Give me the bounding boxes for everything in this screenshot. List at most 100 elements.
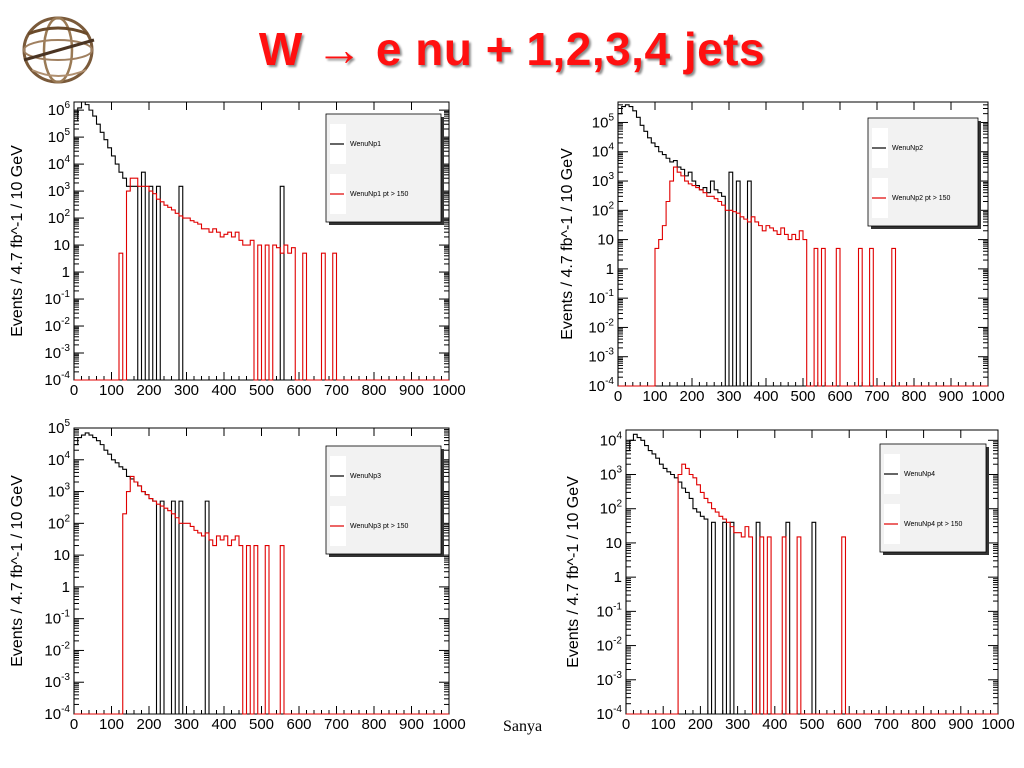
- legend: WenuNp4 WenuNp4 pt > 150: [879, 443, 989, 555]
- x-tick-label: 100: [651, 716, 676, 733]
- page-title: W → e nu + 1,2,3,4 jets: [258, 23, 766, 75]
- histogram-line: [74, 177, 449, 381]
- x-tick-label: 0: [70, 382, 78, 399]
- x-tick-label: 600: [837, 716, 862, 733]
- x-tick-label: 0: [622, 716, 630, 733]
- y-axis-label: Events / 4.7 fb^-1 / 10 GeV: [565, 476, 582, 668]
- histogram-line: [73, 101, 449, 381]
- x-tick-label: 500: [790, 388, 815, 405]
- y-tick-label: 103: [48, 482, 71, 501]
- y-tick-label: 10: [605, 535, 622, 552]
- x-tick-label: 800: [361, 382, 386, 399]
- x-tick-label: 1000: [432, 382, 465, 399]
- x-tick-label: 700: [864, 388, 889, 405]
- y-tick-label: 10-4: [596, 704, 622, 723]
- x-tick-label: 700: [324, 382, 349, 399]
- x-tick-label: 900: [399, 716, 424, 733]
- y-tick-label: 1: [606, 261, 614, 278]
- x-tick-label: 200: [679, 388, 704, 405]
- y-tick-label: 104: [592, 142, 615, 161]
- y-tick-label: 10-3: [44, 672, 70, 691]
- legend-entry: WenuNp1: [350, 141, 381, 148]
- y-tick-label: 104: [48, 450, 71, 469]
- histogram-plot-np4: 0 100 200 300 400 500 600 700 800 900 1000 10-4 10-3…: [565, 429, 1015, 733]
- histogram-panel-np1: 0 100 200 300 400 500 600 700 800 900 1000 10-4 10-3…: [4, 94, 474, 414]
- x-tick-label: 100: [642, 388, 667, 405]
- y-tick-label: 10-4: [44, 704, 70, 723]
- histogram-panel-np3: 0 100 200 300 400 500 600 700 800 900 1000 10-4 10-3…: [4, 418, 474, 740]
- x-tick-label: 300: [716, 388, 741, 405]
- y-axis-label: Events / 4.7 fb^-1 / 10 GeV: [9, 475, 26, 667]
- x-tick-label: 600: [286, 382, 311, 399]
- y-tick-label: 105: [592, 112, 615, 131]
- y-tick-label: 10-3: [588, 347, 614, 366]
- y-tick-label: 1: [614, 569, 622, 586]
- y-axis-label: Events / 4.7 fb^-1 / 10 GeV: [9, 145, 26, 337]
- x-tick-label: 500: [249, 382, 274, 399]
- legend-entry: WenuNp1 pt > 150: [350, 191, 409, 198]
- y-tick-label: 1: [62, 264, 70, 281]
- y-tick-label: 10-4: [588, 376, 614, 395]
- y-tick-label: 10: [597, 232, 614, 249]
- y-tick-label: 102: [600, 499, 623, 518]
- histogram-plot-np3: 0 100 200 300 400 500 600 700 800 900 1000 10-4 10-3…: [9, 418, 466, 733]
- x-tick-label: 600: [827, 388, 852, 405]
- legend-entry: WenuNp3 pt > 150: [350, 523, 409, 530]
- y-tick-label: 10: [53, 547, 70, 564]
- x-tick-label: 400: [211, 382, 236, 399]
- y-tick-label: 103: [600, 465, 623, 484]
- x-tick-label: 400: [762, 716, 787, 733]
- y-tick-label: 10-1: [44, 609, 70, 628]
- legend-entry: WenuNp4 pt > 150: [904, 521, 963, 528]
- histogram-panel-np2: 0 100 200 300 400 500 600 700 800 900 1000 10-4 10-3…: [556, 94, 1016, 412]
- y-tick-label: 10-2: [596, 636, 622, 655]
- footer-text: Sanya: [503, 718, 543, 735]
- x-tick-label: 0: [614, 388, 622, 405]
- x-tick-label: 500: [799, 716, 824, 733]
- x-tick-label: 800: [361, 716, 386, 733]
- x-tick-label: 400: [211, 716, 236, 733]
- x-tick-label: 800: [911, 716, 936, 733]
- x-tick-label: 900: [948, 716, 973, 733]
- x-tick-label: 1000: [971, 388, 1004, 405]
- histogram-panel-np4: 0 100 200 300 400 500 600 700 800 900 1000 10-4 10-3…: [562, 420, 1016, 740]
- y-tick-label: 10-2: [588, 317, 614, 336]
- x-tick-label: 600: [286, 716, 311, 733]
- x-tick-label: 900: [399, 382, 424, 399]
- x-tick-label: 1000: [981, 716, 1014, 733]
- histogram-line: [74, 475, 449, 715]
- y-tick-label: 106: [48, 100, 71, 119]
- histogram-line: [626, 463, 998, 715]
- y-tick-label: 103: [48, 181, 71, 200]
- x-tick-label: 200: [688, 716, 713, 733]
- globe-logo-icon: [22, 16, 95, 84]
- histogram-plot-np2: 0 100 200 300 400 500 600 700 800 900 1000 10-4 10-3…: [559, 101, 1005, 405]
- legend: WenuNp1 WenuNp1 pt > 150: [325, 113, 444, 225]
- y-axis-label: Events / 4.7 fb^-1 / 10 GeV: [559, 148, 576, 340]
- x-tick-label: 300: [725, 716, 750, 733]
- x-tick-label: 200: [136, 382, 161, 399]
- histogram-line: [617, 104, 988, 387]
- y-tick-label: 10-4: [44, 370, 70, 389]
- x-tick-label: 100: [99, 716, 124, 733]
- x-tick-label: 300: [174, 716, 199, 733]
- y-tick-label: 10-2: [44, 316, 70, 335]
- x-tick-label: 700: [874, 716, 899, 733]
- x-tick-label: 0: [70, 716, 78, 733]
- y-tick-label: 10: [53, 237, 70, 254]
- histogram-line: [618, 166, 988, 387]
- x-tick-label: 400: [753, 388, 778, 405]
- x-tick-label: 1000: [432, 716, 465, 733]
- x-tick-label: 200: [136, 716, 161, 733]
- y-tick-label: 10-1: [588, 288, 614, 307]
- x-tick-label: 100: [99, 382, 124, 399]
- y-tick-label: 104: [48, 154, 71, 173]
- y-tick-label: 102: [48, 208, 71, 227]
- histogram-line: [625, 433, 998, 715]
- y-tick-label: 105: [48, 127, 71, 146]
- y-tick-label: 10-1: [44, 289, 70, 308]
- y-tick-label: 10-3: [44, 343, 70, 362]
- x-tick-label: 900: [938, 388, 963, 405]
- x-tick-label: 500: [249, 716, 274, 733]
- legend-entry: WenuNp2 pt > 150: [892, 195, 951, 202]
